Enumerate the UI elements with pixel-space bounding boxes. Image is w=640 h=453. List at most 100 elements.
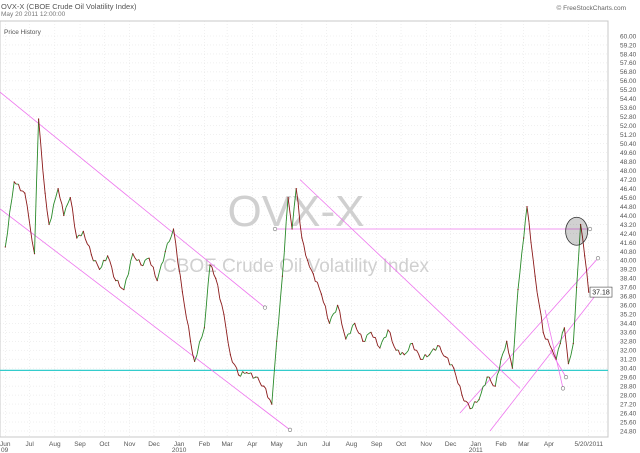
price-segment (17, 183, 21, 191)
y-tick-label: 40.00 (620, 258, 637, 265)
y-tick-label: 31.20 (620, 356, 637, 363)
price-point (395, 349, 397, 351)
price-segment (107, 255, 111, 261)
y-tick-label: 57.60 (620, 60, 637, 67)
price-segment (312, 273, 316, 282)
price-segment (397, 349, 401, 356)
price-segment (453, 368, 457, 376)
x-tick-label: Dec (445, 441, 457, 448)
trendline-anchor (587, 226, 593, 232)
price-segment (26, 206, 31, 224)
price-segment (240, 371, 244, 377)
price-segment (289, 213, 293, 230)
price-segment (221, 304, 225, 315)
y-tick-label: 52.00 (620, 123, 637, 130)
y-tick-label: 49.60 (620, 150, 637, 157)
x-year-label: 2010 (172, 447, 187, 453)
price-segment (138, 259, 142, 266)
price-segment (515, 289, 519, 314)
price-point (337, 304, 339, 306)
price-segment (29, 223, 33, 241)
price-segment (315, 281, 318, 283)
y-tick-label: 59.20 (620, 42, 637, 49)
price-point (437, 345, 439, 347)
y-tick-label: 33.60 (620, 330, 637, 337)
price-segment (40, 143, 44, 171)
x-tick-label: Jul (25, 441, 34, 448)
price-segment (234, 364, 237, 369)
price-segment (447, 357, 451, 366)
watermark: OVX-X CBOE Crude Oil Volatility Index (163, 187, 430, 277)
price-segment (179, 275, 183, 292)
price-segment (84, 238, 88, 245)
price-point (500, 358, 502, 360)
price-point (209, 264, 211, 266)
price-segment (158, 264, 162, 273)
price-point (567, 363, 570, 365)
channel-lower-2009 (0, 208, 291, 431)
last-price-box (589, 286, 613, 298)
price-point (511, 367, 513, 369)
price-segment (196, 342, 200, 355)
price-segment (144, 258, 148, 261)
y-tick-label: 39.20 (620, 267, 637, 274)
price-segment (173, 228, 177, 244)
price-segment (383, 336, 387, 339)
price-segment (76, 234, 80, 239)
y-tick-label: 51.20 (620, 132, 637, 139)
price-point (354, 322, 356, 324)
price-segment (86, 243, 90, 247)
x-tick-label: 5/20/2011 (575, 441, 604, 448)
price-point (229, 354, 231, 356)
price-segment (199, 336, 203, 343)
price-segment (393, 346, 397, 351)
price-segment (580, 224, 584, 239)
price-segment (519, 252, 523, 273)
y-tick-label: 52.80 (620, 114, 637, 121)
price-segment (488, 376, 492, 383)
y-tick-label: 40.80 (620, 249, 637, 256)
price-segment (431, 348, 434, 352)
price-segment (555, 349, 559, 360)
price-segment (506, 341, 510, 353)
x-tick-label: Aug (49, 441, 61, 448)
price-segment (439, 345, 443, 353)
y-tick-label: 56.80 (620, 69, 637, 76)
price-segment (540, 315, 544, 333)
last-price-badge: 37.18 (589, 286, 613, 298)
price-point (132, 253, 134, 255)
price-segment (80, 231, 84, 237)
price-point (542, 331, 544, 333)
price-segment (467, 403, 471, 409)
price-segment (530, 242, 534, 260)
price-segment (504, 341, 508, 350)
price-segment (370, 332, 374, 338)
price-segment (310, 269, 314, 275)
price-segment (471, 401, 476, 409)
price-point (328, 322, 331, 324)
price-segment (345, 333, 349, 340)
price-segment (227, 343, 231, 355)
price-segment (111, 267, 115, 278)
price-segment (524, 206, 528, 221)
price-segment (297, 202, 301, 224)
y-tick-label: 43.20 (620, 222, 637, 229)
price-segment (381, 337, 385, 343)
y-tick-label: 26.40 (620, 410, 637, 417)
y-tick-label: 50.40 (620, 141, 637, 148)
price-segment (526, 206, 530, 223)
price-point (301, 237, 303, 239)
y-tick-label: 24.80 (620, 428, 637, 435)
price-point (271, 403, 273, 405)
price-segment (259, 381, 263, 387)
price-segment (574, 287, 578, 319)
channel-upper-2009 (0, 91, 266, 308)
price-segment (586, 271, 590, 293)
price-point (82, 230, 84, 232)
price-segment (358, 332, 361, 335)
price-point (461, 394, 463, 396)
price-point (69, 197, 71, 199)
price-segment (572, 317, 576, 344)
price-segment (225, 328, 229, 344)
